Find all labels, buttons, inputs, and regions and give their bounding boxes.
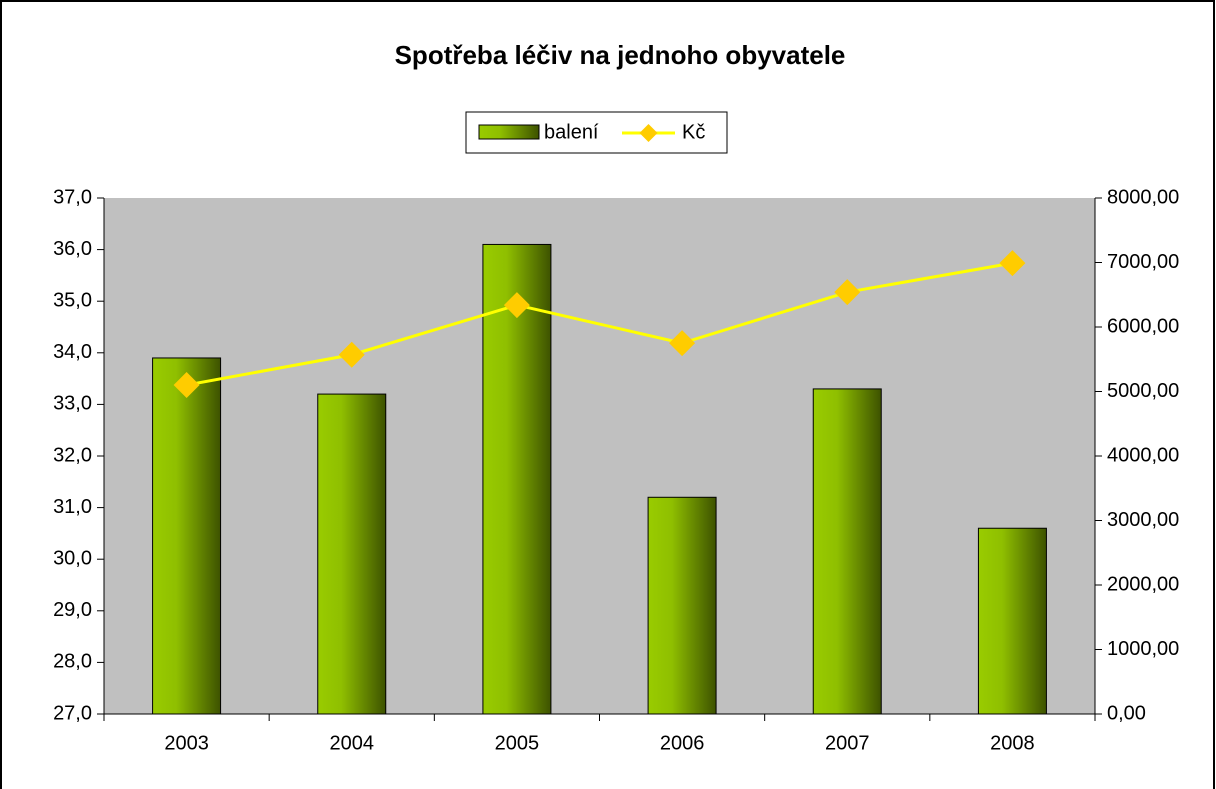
legend-label: Kč xyxy=(682,121,705,143)
legend-swatch xyxy=(478,124,540,140)
x-tick-label: 2008 xyxy=(990,732,1035,754)
y2-tick-label: 4000,00 xyxy=(1107,444,1179,466)
legend-label: balení xyxy=(544,121,599,143)
marker xyxy=(669,330,696,357)
y-tick-label: 33,0 xyxy=(53,393,92,415)
x-tick-label: 2004 xyxy=(330,732,375,754)
y-tick-label: 30,0 xyxy=(53,547,92,569)
marker xyxy=(173,372,200,399)
bar xyxy=(317,393,387,715)
y-tick-label: 37,0 xyxy=(53,186,92,208)
y-tick-label: 29,0 xyxy=(53,599,92,621)
y-tick-label: 31,0 xyxy=(53,496,92,518)
bar xyxy=(977,527,1047,715)
chart-title: Spotřeba léčiv na jednoho obyvatele xyxy=(395,40,846,70)
y-tick-label: 36,0 xyxy=(53,238,92,260)
y2-tick-label: 7000,00 xyxy=(1107,251,1179,273)
marker xyxy=(834,279,861,306)
y-tick-label: 28,0 xyxy=(53,651,92,673)
plot-area xyxy=(104,198,1095,714)
marker xyxy=(999,250,1026,277)
bar xyxy=(152,357,222,715)
bar xyxy=(812,388,882,715)
marker xyxy=(503,292,530,319)
x-tick-label: 2007 xyxy=(825,732,870,754)
y-tick-label: 27,0 xyxy=(53,702,92,724)
bar xyxy=(647,496,717,715)
x-tick-label: 2005 xyxy=(495,732,540,754)
y-tick-label: 32,0 xyxy=(53,444,92,466)
y2-tick-label: 8000,00 xyxy=(1107,186,1179,208)
y2-tick-label: 3000,00 xyxy=(1107,509,1179,531)
x-tick-label: 2006 xyxy=(660,732,705,754)
y2-tick-label: 5000,00 xyxy=(1107,380,1179,402)
legend-marker xyxy=(639,124,658,142)
line xyxy=(186,261,1013,387)
y-tick-label: 35,0 xyxy=(53,289,92,311)
y-tick-label: 34,0 xyxy=(53,341,92,363)
y2-tick-label: 6000,00 xyxy=(1107,315,1179,337)
y2-tick-label: 1000,00 xyxy=(1107,638,1179,660)
y2-tick-label: 2000,00 xyxy=(1107,573,1179,595)
y2-tick-label: 0,00 xyxy=(1107,702,1146,724)
x-tick-label: 2003 xyxy=(164,732,209,754)
marker xyxy=(338,341,365,368)
bar xyxy=(482,243,552,715)
